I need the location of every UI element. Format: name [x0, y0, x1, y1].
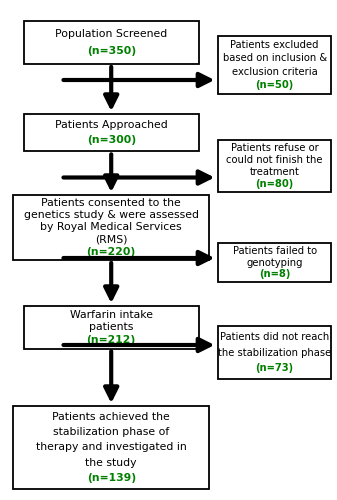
Text: Patients Approached: Patients Approached: [55, 120, 167, 130]
Text: (n=350): (n=350): [87, 46, 136, 56]
FancyBboxPatch shape: [24, 306, 199, 349]
FancyBboxPatch shape: [218, 243, 331, 282]
Text: Patients consented to the: Patients consented to the: [41, 198, 181, 208]
FancyBboxPatch shape: [13, 406, 209, 489]
FancyBboxPatch shape: [24, 21, 199, 63]
Text: genetics study & were assessed: genetics study & were assessed: [24, 210, 199, 220]
Text: (n=73): (n=73): [255, 363, 294, 373]
Text: (n=8): (n=8): [259, 269, 290, 279]
FancyBboxPatch shape: [218, 326, 331, 379]
Text: (n=80): (n=80): [255, 179, 294, 189]
Text: the stabilization phase: the stabilization phase: [218, 348, 331, 358]
Text: Patients excluded: Patients excluded: [231, 40, 319, 50]
Text: the study: the study: [86, 458, 137, 468]
Text: (n=50): (n=50): [255, 80, 294, 90]
Text: genotyping: genotyping: [246, 258, 303, 268]
Text: patients: patients: [89, 322, 133, 332]
Text: (n=212): (n=212): [87, 335, 136, 345]
Text: Patients failed to: Patients failed to: [233, 246, 317, 256]
FancyBboxPatch shape: [218, 140, 331, 192]
FancyBboxPatch shape: [24, 114, 199, 151]
Text: based on inclusion &: based on inclusion &: [222, 54, 327, 64]
Text: (n=220): (n=220): [87, 246, 136, 256]
Text: Patients achieved the: Patients achieved the: [52, 412, 170, 422]
Text: Patients refuse or: Patients refuse or: [231, 143, 318, 153]
Text: therapy and investigated in: therapy and investigated in: [36, 442, 187, 452]
Text: Patients did not reach: Patients did not reach: [220, 332, 329, 342]
FancyBboxPatch shape: [218, 36, 331, 94]
Text: exclusion criteria: exclusion criteria: [232, 66, 317, 76]
Text: by Royal Medical Services: by Royal Medical Services: [40, 222, 182, 232]
Text: Warfarin intake: Warfarin intake: [70, 310, 153, 320]
Text: treatment: treatment: [250, 167, 300, 177]
Text: could not finish the: could not finish the: [226, 155, 323, 165]
Text: (RMS): (RMS): [95, 234, 127, 244]
FancyBboxPatch shape: [13, 195, 209, 260]
Text: (n=300): (n=300): [87, 136, 136, 145]
Text: stabilization phase of: stabilization phase of: [53, 427, 169, 437]
Text: (n=139): (n=139): [87, 473, 136, 483]
Text: Population Screened: Population Screened: [55, 28, 167, 38]
